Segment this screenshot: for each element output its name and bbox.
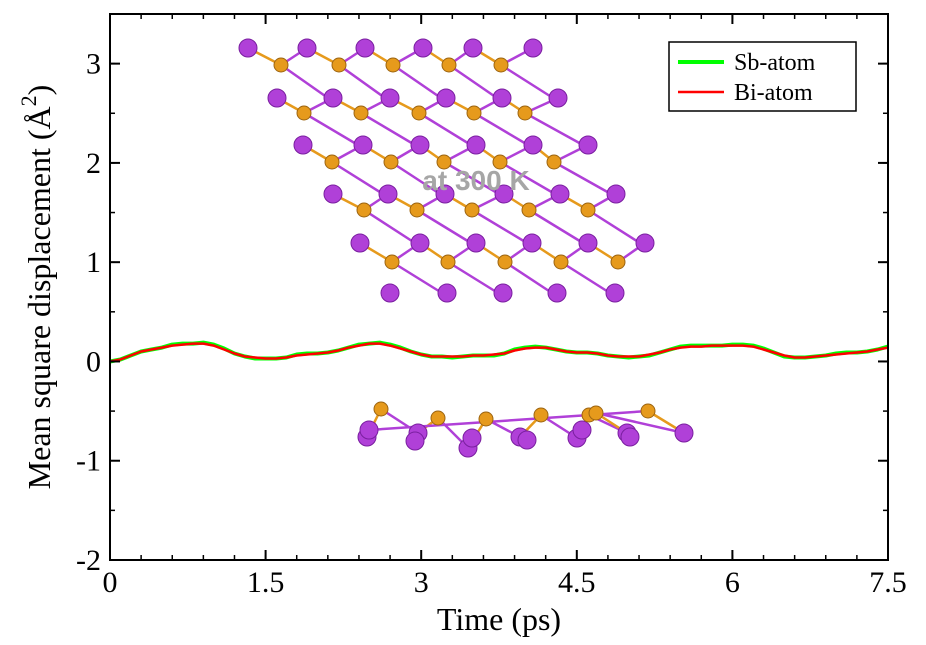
y-axis-title: Mean square displacement (Å2): [16, 85, 57, 490]
y-tick-label: 0: [86, 345, 101, 378]
x-tick-label: 6: [725, 566, 740, 599]
x-tick-label: 3: [414, 566, 429, 599]
y-tick-label: -2: [76, 544, 101, 577]
y-axis-title-suffix: ): [21, 85, 57, 96]
x-tick-label: 7.5: [869, 566, 907, 599]
crystal-structure-side-view: [357, 401, 694, 458]
y-axis-title-exponent: 2: [16, 95, 41, 106]
y-tick-label: -1: [76, 445, 101, 478]
y-axis-title-unit: Å: [21, 106, 57, 129]
plot-frame: [109, 13, 889, 561]
legend-box: [668, 41, 857, 112]
legend-label-bi: Bi-atom: [734, 80, 813, 106]
x-tick-label: 1.5: [247, 566, 285, 599]
y-axis-title-prefix: Mean square displacement (: [21, 129, 57, 489]
x-tick-label: 0: [103, 566, 118, 599]
y-tick-label: 2: [86, 147, 101, 180]
temperature-annotation: at 300 K: [422, 165, 529, 196]
series-line-bi-atom: [109, 342, 889, 363]
series-layer: [109, 340, 889, 364]
y-tick-label: 3: [86, 48, 101, 81]
legend: Sb-atom Bi-atom: [668, 41, 857, 112]
x-tick-label: 4.5: [558, 566, 596, 599]
x-axis-title: Time (ps): [437, 601, 561, 637]
legend-label-sb: Sb-atom: [734, 50, 816, 76]
crystal-structure-top-view: [238, 38, 655, 303]
structure-atoms: [238, 38, 655, 303]
y-tick-label: 1: [86, 246, 101, 279]
